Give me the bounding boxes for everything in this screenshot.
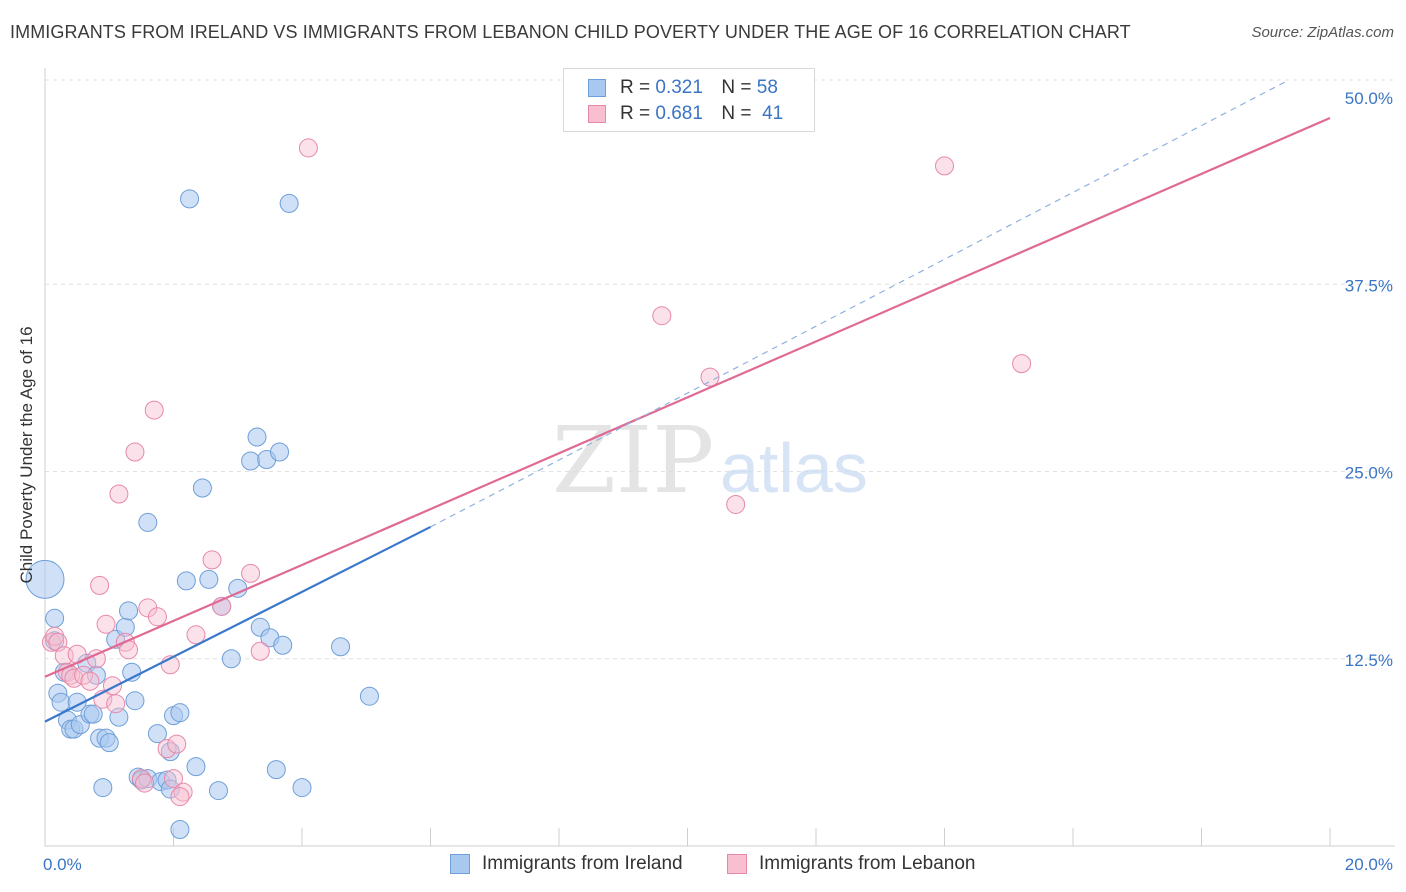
lebanon-point <box>170 787 190 807</box>
ireland-point <box>266 760 286 780</box>
lebanon-point <box>164 769 183 789</box>
lebanon-point <box>135 773 155 793</box>
lebanon-point <box>167 734 187 754</box>
lebanon-point <box>109 484 129 504</box>
ireland-point <box>176 571 196 591</box>
ireland-point <box>279 193 299 213</box>
y-axis-label: Child Poverty Under the Age of 16 <box>17 326 36 584</box>
ireland-point <box>93 778 113 798</box>
x-tick-labels: 0.0% 20.0% <box>43 855 1393 874</box>
bottom-legend-ireland-label: Immigrants from Ireland <box>482 853 683 874</box>
ireland-point <box>160 779 180 799</box>
lebanon-point <box>186 625 206 645</box>
lebanon-point <box>96 614 116 634</box>
ireland-point <box>45 631 65 651</box>
x-tick-label: 20.0% <box>1345 855 1393 874</box>
ireland-swatch <box>588 79 606 97</box>
lebanon-point <box>250 641 270 661</box>
legend-n-label: N = <box>721 77 752 98</box>
ireland-swatch <box>450 854 470 874</box>
bottom-legend-lebanon-label: Immigrants from Lebanon <box>759 853 976 874</box>
ireland-point <box>25 559 65 599</box>
lebanon-point <box>1012 354 1032 374</box>
lebanon-point <box>726 494 746 514</box>
ireland-point <box>241 451 261 471</box>
x-tick-label: 0.0% <box>43 855 82 874</box>
legend-r-value: 0.321 <box>655 77 703 98</box>
ireland-point <box>208 781 228 801</box>
lebanon-point <box>935 156 954 176</box>
ireland-point <box>51 692 71 712</box>
ireland-point <box>270 442 290 462</box>
lebanon-point <box>700 367 720 387</box>
lebanon-point <box>80 671 100 691</box>
ireland-points <box>25 189 379 840</box>
y-tick-labels: 12.5% 25.0% 37.5% 50.0% <box>1345 89 1393 670</box>
watermark-atlas: atlas <box>720 429 868 507</box>
lebanon-point <box>147 607 167 627</box>
ireland-point <box>221 649 241 669</box>
lebanon-point <box>90 575 110 595</box>
watermark-zip: ZIP <box>552 407 714 514</box>
lebanon-swatch <box>727 854 747 874</box>
ireland-trend-line <box>44 525 431 723</box>
ireland-point <box>138 512 158 532</box>
ireland-point <box>45 608 65 628</box>
lebanon-points <box>41 138 1032 807</box>
trend-lines <box>44 81 1331 723</box>
lebanon-point <box>41 632 61 652</box>
ireland-point <box>170 703 190 723</box>
lebanon-point <box>298 138 318 158</box>
ireland-point <box>180 189 200 209</box>
legend-r-value: 0.681 <box>655 103 703 124</box>
source-label: Source: ZipAtlas.com <box>1251 24 1394 41</box>
ireland-point <box>125 691 145 711</box>
lebanon-point <box>125 442 145 462</box>
lebanon-point <box>652 306 672 326</box>
chart-title: IMMIGRANTS FROM IRELAND VS IMMIGRANTS FR… <box>10 22 1131 42</box>
ireland-point <box>247 427 267 447</box>
lebanon-point <box>241 563 261 583</box>
legend: R = 0.321 N = 58 R = 0.681 N = 41 <box>563 68 815 132</box>
ireland-point <box>99 733 119 753</box>
ireland-point <box>331 637 351 657</box>
lebanon-point <box>157 739 177 759</box>
ireland-point <box>292 778 312 798</box>
ireland-point <box>199 569 219 589</box>
ireland-point <box>119 601 139 621</box>
legend-r-label: R = <box>620 103 651 124</box>
lebanon-point <box>106 694 126 714</box>
ireland-point <box>83 704 103 724</box>
ireland-point <box>186 757 206 777</box>
ireland-point <box>170 820 190 840</box>
lebanon-point <box>202 550 222 570</box>
y-tick-label: 37.5% <box>1345 276 1393 295</box>
watermark: ZIP atlas <box>552 407 868 514</box>
lebanon-point <box>144 400 164 420</box>
legend-row-ireland: R = 0.321 N = 58 <box>588 76 778 100</box>
y-tick-label: 50.0% <box>1345 89 1393 108</box>
lebanon-trend-line <box>44 116 1331 678</box>
bottom-legend-lebanon: Immigrants from Lebanon <box>727 851 976 877</box>
lebanon-swatch <box>588 105 606 123</box>
axes <box>44 68 1395 847</box>
lebanon-point <box>45 626 65 646</box>
legend-n-label: N = <box>721 103 752 124</box>
lebanon-point <box>102 676 122 696</box>
legend-n-value: 41 <box>762 103 784 124</box>
ireland-point <box>147 724 167 744</box>
ireland-point <box>160 742 180 762</box>
ireland-point <box>359 686 379 706</box>
legend-row-lebanon: R = 0.681 N = 41 <box>588 102 783 126</box>
ireland-point <box>192 478 212 498</box>
ireland-point <box>273 635 293 655</box>
y-tick-label: 12.5% <box>1345 651 1393 670</box>
y-tick-label: 25.0% <box>1345 464 1393 483</box>
bottom-legend-ireland: Immigrants from Ireland <box>450 851 683 877</box>
legend-r-label: R = <box>620 77 651 98</box>
legend-n-value: 58 <box>756 77 778 98</box>
